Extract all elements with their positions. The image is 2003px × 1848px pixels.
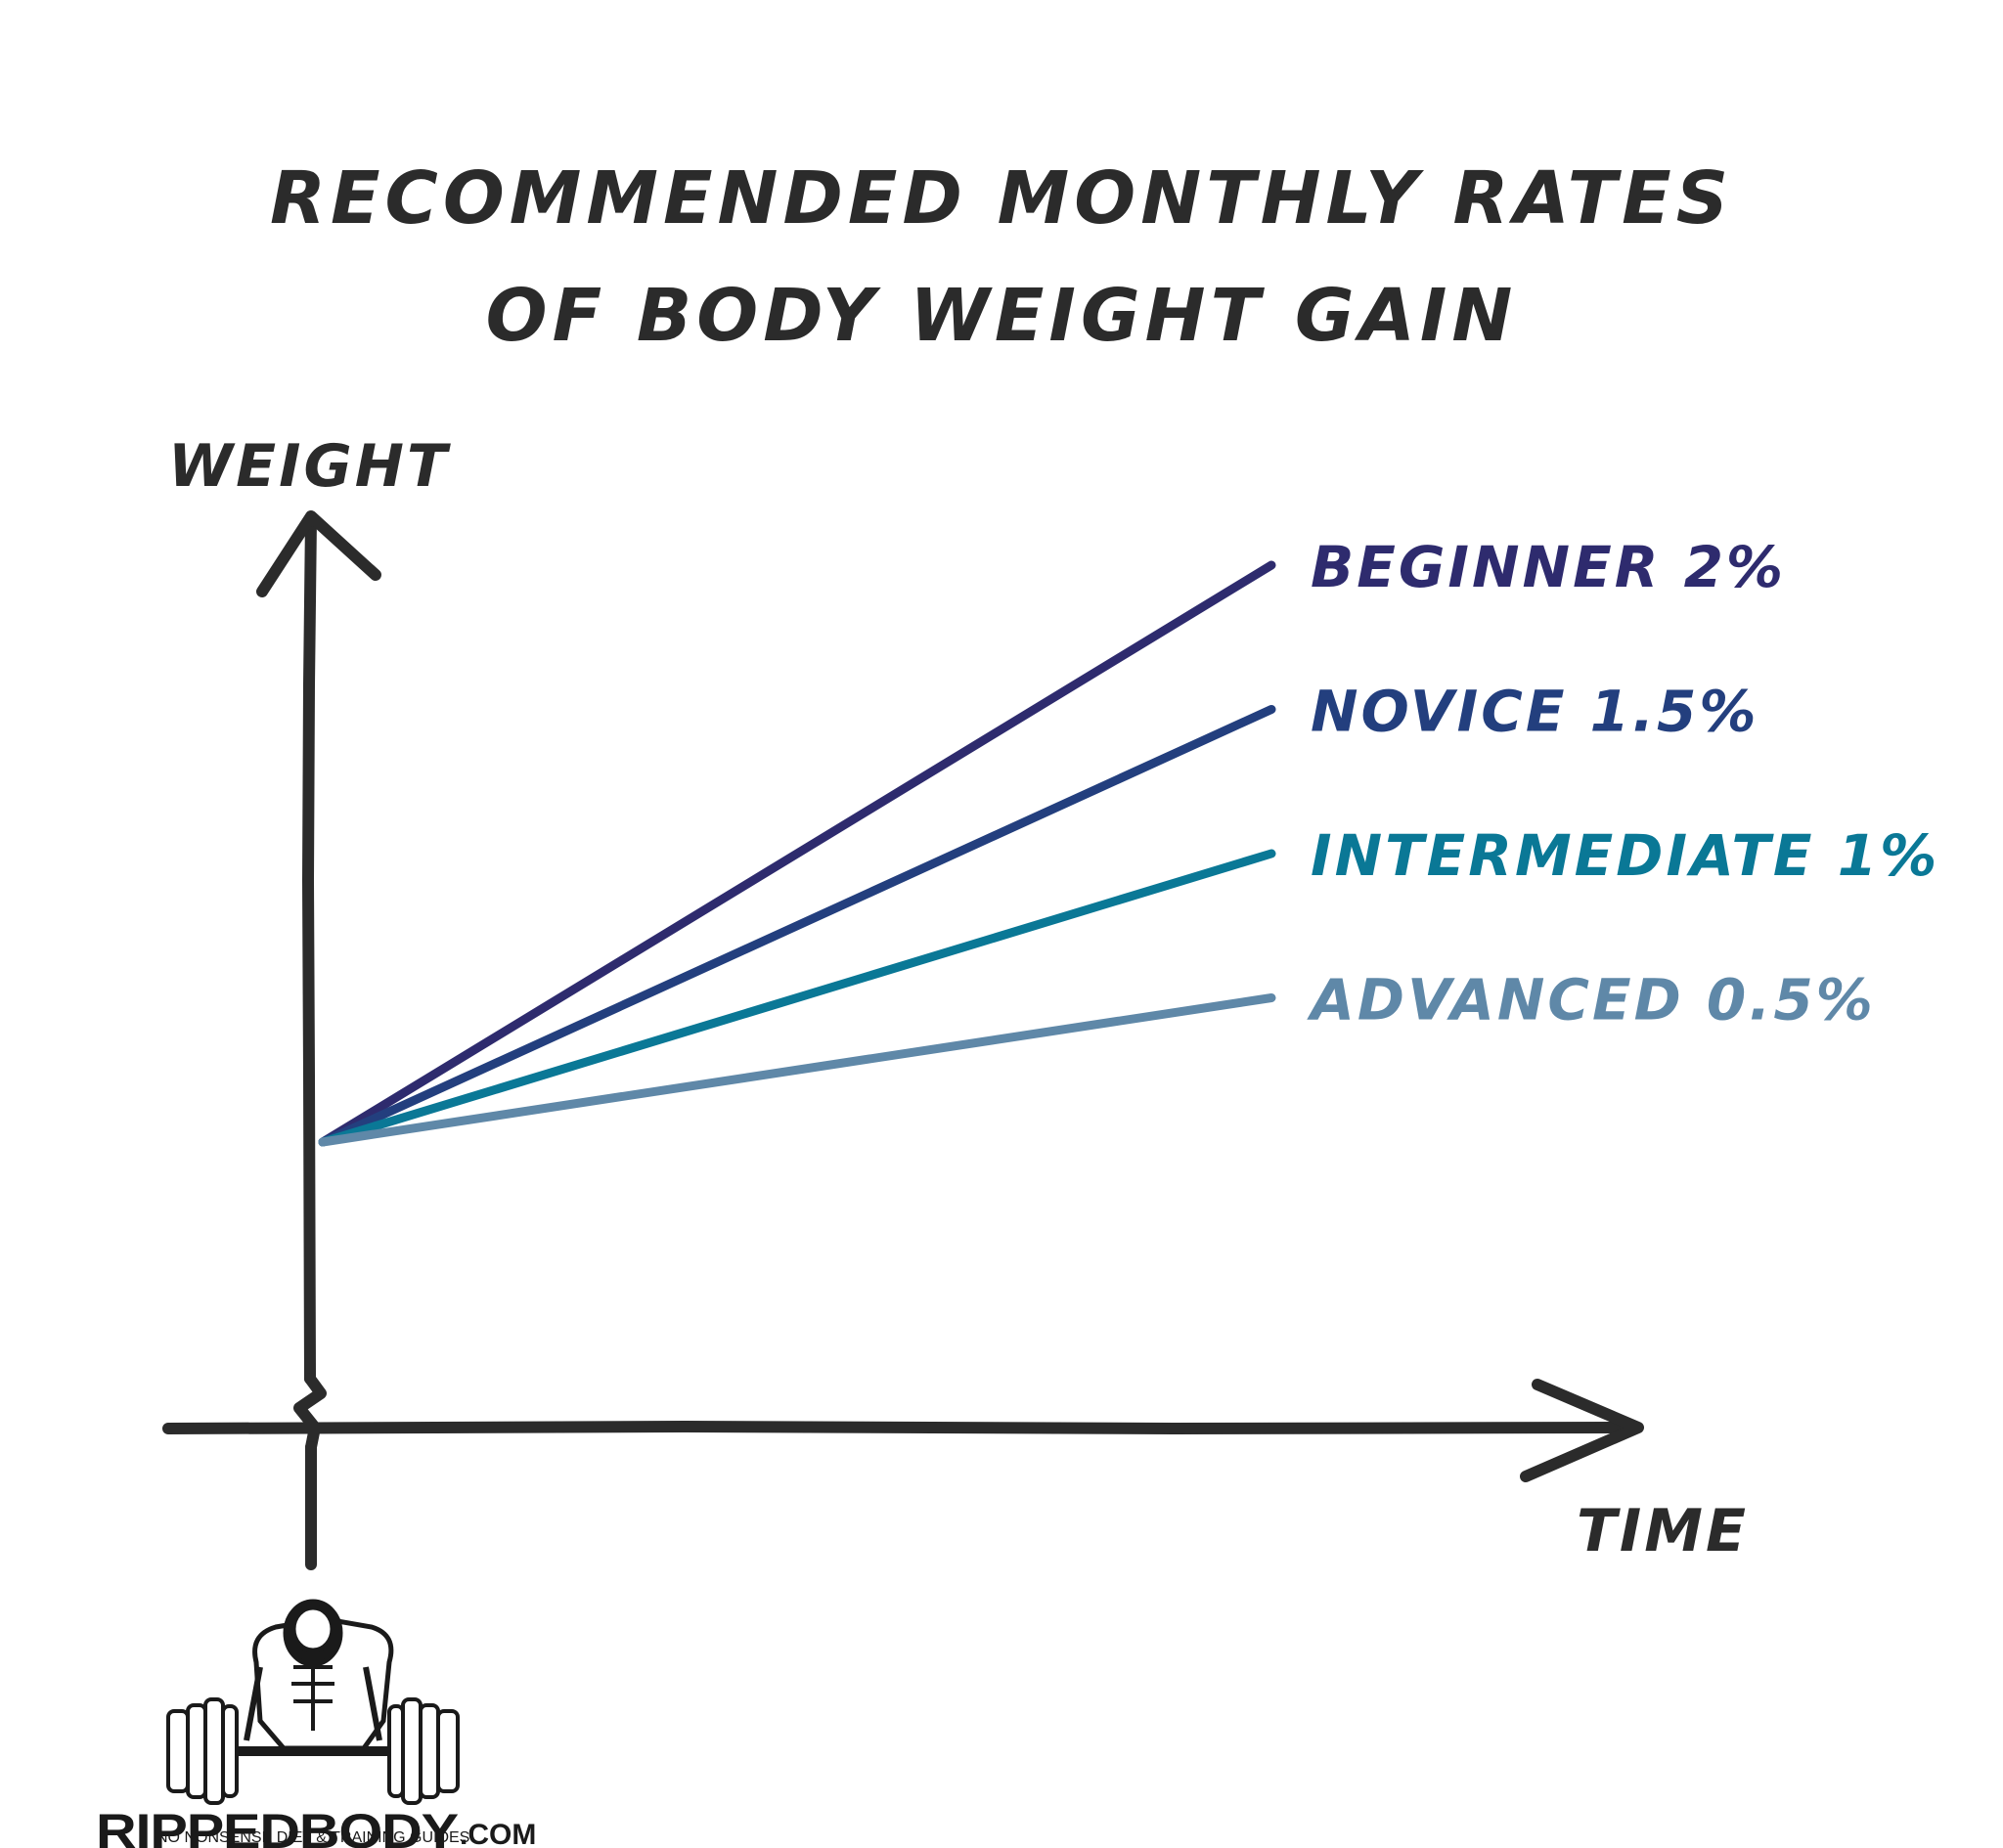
y-axis-arrowhead <box>256 510 381 597</box>
series-line-1 <box>318 705 1276 1147</box>
logo-tagline: NO NONSENSE DIET & TRAINING GUIDES <box>156 1829 470 1846</box>
series-label-3: ADVANCED 0.5% <box>1307 967 1876 1034</box>
y-axis-break <box>293 1373 327 1453</box>
logo-plates-left-icon <box>166 1697 239 1805</box>
y-axis <box>256 510 381 1570</box>
x-axis <box>162 1379 1644 1482</box>
y-axis-label: WEIGHT <box>168 432 451 501</box>
series-line-0 <box>318 560 1276 1147</box>
x-axis-label: TIME <box>1577 1497 1749 1565</box>
logo-brand: RIPPEDBODY <box>96 1804 459 1848</box>
chart-title-line-1: RECOMMENDED MONTHLY RATES <box>269 156 1734 241</box>
series-line-2 <box>318 849 1276 1147</box>
y-axis-upper <box>302 512 317 1385</box>
logo-bar-icon <box>235 1746 391 1756</box>
logo-lifter-icon <box>244 1599 394 1751</box>
series-lines <box>318 560 1276 1147</box>
series-label-0: BEGINNER 2% <box>1311 534 1786 600</box>
series-labels: BEGINNER 2% NOVICE 1.5% INTERMEDIATE 1% ADV… <box>1307 534 1939 1034</box>
rippedbody-logo: RIPPEDBODY .COM <box>96 1599 536 1848</box>
logo-plates-right-icon <box>387 1697 460 1805</box>
series-line-3 <box>318 993 1276 1147</box>
series-label-2: INTERMEDIATE 1% <box>1311 822 1939 889</box>
series-label-1: NOVICE 1.5% <box>1311 679 1758 745</box>
x-axis-arrowhead <box>1520 1379 1644 1482</box>
logo-domain: .COM <box>460 1819 536 1848</box>
x-axis-line <box>162 1421 1639 1434</box>
chart-title-line-2: OF BODY WEIGHT GAIN <box>485 274 1518 358</box>
